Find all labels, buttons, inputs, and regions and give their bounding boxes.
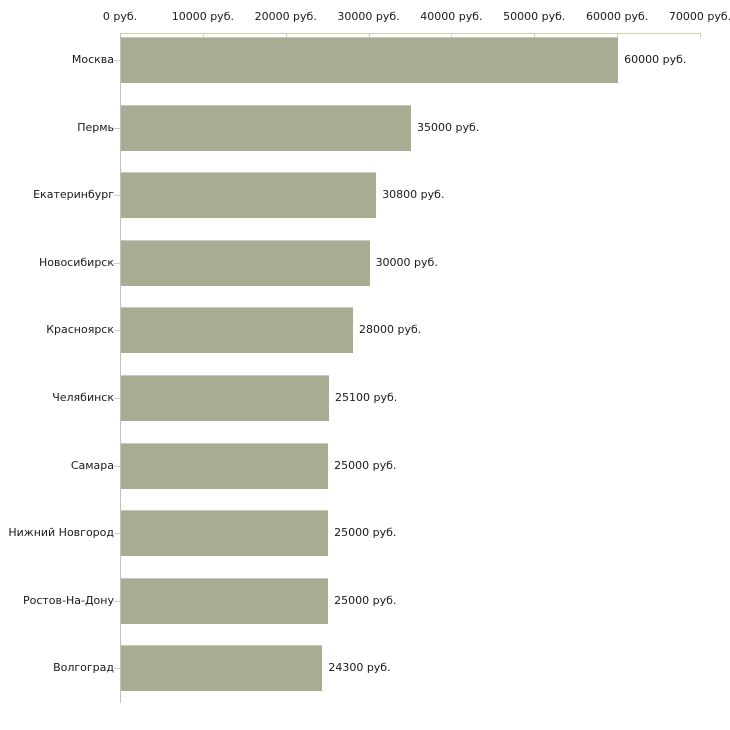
x-axis-tick-label: 30000 руб. xyxy=(337,10,400,23)
bar xyxy=(121,374,329,421)
bar-row: Москва 60000 руб. xyxy=(0,33,730,101)
category-label: Самара xyxy=(70,458,114,472)
x-axis-tick xyxy=(451,33,453,38)
value-label: 60000 руб. xyxy=(624,53,687,66)
category-tick xyxy=(114,330,120,332)
category-tick xyxy=(114,195,120,197)
bar xyxy=(121,239,370,286)
x-axis-line xyxy=(120,33,701,34)
category-label: Ростов-На-Дону xyxy=(22,593,114,607)
x-axis-tick-label: 0 руб. xyxy=(102,10,138,23)
value-label: 25000 руб. xyxy=(334,526,397,540)
value-label: 28000 руб. xyxy=(359,323,422,337)
x-axis-tick-label: 20000 руб. xyxy=(254,10,317,23)
category-tick xyxy=(114,668,120,670)
bar xyxy=(121,510,329,557)
category-tick xyxy=(114,127,120,129)
bar-row: Екатеринбург 30800 руб. xyxy=(0,168,730,236)
x-axis-tick xyxy=(285,33,287,38)
bar xyxy=(121,645,323,692)
bar-rows: Москва 60000 руб. Пермь 35000 руб. Екате… xyxy=(0,33,730,709)
x-axis-tick-label: 10000 руб. xyxy=(171,10,234,23)
bar-row: Красноярск 28000 руб. xyxy=(0,303,730,371)
bar xyxy=(121,307,353,354)
bar xyxy=(121,442,329,489)
category-label: Волгоград xyxy=(53,661,114,675)
category-tick xyxy=(114,465,120,467)
value-label: 30800 руб. xyxy=(382,188,445,202)
bar-row: Ростов-На-Дону 25000 руб. xyxy=(0,574,730,642)
x-axis-tick-label: 50000 руб. xyxy=(503,10,566,23)
bar xyxy=(121,37,619,83)
category-label: Екатеринбург xyxy=(33,188,114,202)
x-axis-tick-label: 70000 руб. xyxy=(668,10,730,23)
category-label: Красноярск xyxy=(46,323,114,337)
bar xyxy=(121,577,329,624)
category-tick xyxy=(114,397,120,399)
bar-row: Пермь 35000 руб. xyxy=(0,101,730,169)
x-axis-tick xyxy=(534,33,536,38)
bar-row: Новосибирск 30000 руб. xyxy=(0,236,730,304)
x-axis-tick xyxy=(368,33,370,38)
category-label: Челябинск xyxy=(52,390,114,404)
value-label: 25000 руб. xyxy=(334,593,397,607)
bar xyxy=(121,172,377,219)
category-label: Пермь xyxy=(77,120,114,134)
category-tick xyxy=(114,533,120,535)
bar-row: Челябинск 25100 руб. xyxy=(0,371,730,439)
category-tick xyxy=(114,600,120,602)
value-label: 25000 руб. xyxy=(334,458,397,472)
x-axis-tick-label: 60000 руб. xyxy=(586,10,649,23)
value-label: 30000 руб. xyxy=(375,255,438,269)
bar-row: Волгоград 24300 руб. xyxy=(0,641,730,709)
bar xyxy=(121,104,411,151)
category-tick xyxy=(114,60,120,61)
y-axis-line xyxy=(120,33,121,703)
value-label: 24300 руб. xyxy=(328,661,391,675)
value-label: 25100 руб. xyxy=(334,390,398,404)
x-axis-tick xyxy=(617,33,619,38)
x-axis-tick xyxy=(202,33,204,38)
category-label: Новосибирск xyxy=(38,255,114,269)
x-axis-tick-label: 40000 руб. xyxy=(420,10,483,23)
value-label: 35000 руб. xyxy=(417,120,480,134)
category-tick xyxy=(114,262,120,264)
category-label: Нижний Новгород xyxy=(8,526,114,540)
bar-row: Самара 25000 руб. xyxy=(0,439,730,507)
category-label: Москва xyxy=(71,53,114,66)
x-axis-tick xyxy=(700,33,701,38)
bar-row: Нижний Новгород 25000 руб. xyxy=(0,506,730,574)
